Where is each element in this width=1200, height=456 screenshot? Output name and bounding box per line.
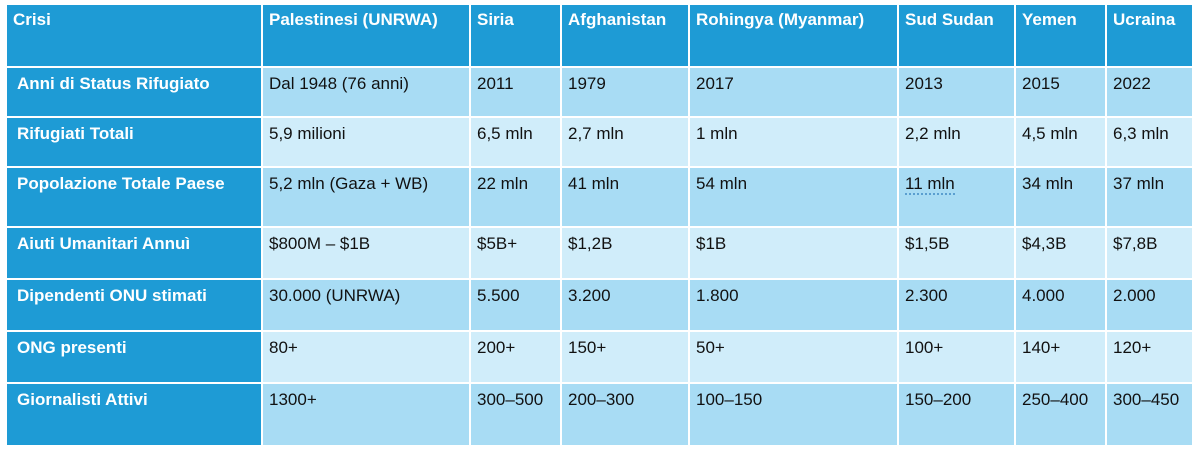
table-cell: 50+: [688, 330, 899, 384]
table-cell: 80+: [261, 330, 471, 384]
table-row: Rifugiati Totali 5,9 milioni 6,5 mln 2,7…: [5, 116, 1194, 168]
table-cell: 2013: [897, 66, 1016, 118]
row-label: ONG presenti: [5, 330, 263, 384]
table-cell: $7,8B: [1105, 226, 1194, 280]
table-cell: 100–150: [688, 382, 899, 447]
column-header-sud-sudan: Sud Sudan: [897, 3, 1016, 68]
table-cell: 22 mln: [469, 166, 562, 228]
table-cell: 200–300: [560, 382, 690, 447]
table-row: Aiuti Umanitari Annuì $800M – $1B $5B+ $…: [5, 226, 1194, 280]
table-cell: Dal 1948 (76 anni): [261, 66, 471, 118]
table-cell: 2017: [688, 66, 899, 118]
table-cell: $1,2B: [560, 226, 690, 280]
table-cell: 54 mln: [688, 166, 899, 228]
table-row: Giornalisti Attivi 1300+ 300–500 200–300…: [5, 382, 1194, 447]
table-cell: 2011: [469, 66, 562, 118]
row-label: Dipendenti ONU stimati: [5, 278, 263, 332]
table-cell: 2022: [1105, 66, 1194, 118]
table-cell: 3.200: [560, 278, 690, 332]
table-cell: 100+: [897, 330, 1016, 384]
row-label: Aiuti Umanitari Annuì: [5, 226, 263, 280]
column-header-ucraina: Ucraina: [1105, 3, 1194, 68]
table-cell: 6,3 mln: [1105, 116, 1194, 168]
table-cell-value: 11 mln: [905, 174, 955, 195]
table-cell: 300–500: [469, 382, 562, 447]
column-header-yemen: Yemen: [1014, 3, 1107, 68]
table-cell: 140+: [1014, 330, 1107, 384]
table-row: Popolazione Totale Paese 5,2 mln (Gaza +…: [5, 166, 1194, 228]
column-header-siria: Siria: [469, 3, 562, 68]
table-cell: 120+: [1105, 330, 1194, 384]
column-header-crisi: Crisi: [5, 3, 263, 68]
table-cell: 6,5 mln: [469, 116, 562, 168]
table-cell: $800M – $1B: [261, 226, 471, 280]
table-cell: 1979: [560, 66, 690, 118]
table-row: Anni di Status Rifugiato Dal 1948 (76 an…: [5, 66, 1194, 118]
table-cell: $4,3B: [1014, 226, 1107, 280]
column-header-afghanistan: Afghanistan: [560, 3, 690, 68]
table-cell: 2015: [1014, 66, 1107, 118]
table-cell: 200+: [469, 330, 562, 384]
row-label: Giornalisti Attivi: [5, 382, 263, 447]
table-cell: 37 mln: [1105, 166, 1194, 228]
row-label: Anni di Status Rifugiato: [5, 66, 263, 118]
table-cell: 150–200: [897, 382, 1016, 447]
table-cell: 5,2 mln (Gaza + WB): [261, 166, 471, 228]
row-label: Popolazione Totale Paese: [5, 166, 263, 228]
row-label: Rifugiati Totali: [5, 116, 263, 168]
table-cell: 2,2 mln: [897, 116, 1016, 168]
table-cell: 300–450: [1105, 382, 1194, 447]
table-cell: 4,5 mln: [1014, 116, 1107, 168]
table-cell: 30.000 (UNRWA): [261, 278, 471, 332]
table-cell: 4.000: [1014, 278, 1107, 332]
table-cell: 1 mln: [688, 116, 899, 168]
table-cell: $1B: [688, 226, 899, 280]
table-cell: 11 mln: [897, 166, 1016, 228]
column-header-palestinesi: Palestinesi (UNRWA): [261, 3, 471, 68]
table-cell: 2.300: [897, 278, 1016, 332]
table-cell: $5B+: [469, 226, 562, 280]
crisis-comparison-table: Crisi Palestinesi (UNRWA) Siria Afghanis…: [5, 3, 1194, 447]
header-row: Crisi Palestinesi (UNRWA) Siria Afghanis…: [5, 3, 1194, 68]
column-header-rohingya: Rohingya (Myanmar): [688, 3, 899, 68]
table-cell: 250–400: [1014, 382, 1107, 447]
table-cell: 41 mln: [560, 166, 690, 228]
table-cell: $1,5B: [897, 226, 1016, 280]
table-cell: 2.000: [1105, 278, 1194, 332]
table-cell: 5.500: [469, 278, 562, 332]
table-cell: 150+: [560, 330, 690, 384]
table-cell: 5,9 milioni: [261, 116, 471, 168]
table-cell: 1300+: [261, 382, 471, 447]
table-cell: 1.800: [688, 278, 899, 332]
table-row: ONG presenti 80+ 200+ 150+ 50+ 100+ 140+…: [5, 330, 1194, 384]
table-row: Dipendenti ONU stimati 30.000 (UNRWA) 5.…: [5, 278, 1194, 332]
table-cell: 2,7 mln: [560, 116, 690, 168]
table-cell: 34 mln: [1014, 166, 1107, 228]
